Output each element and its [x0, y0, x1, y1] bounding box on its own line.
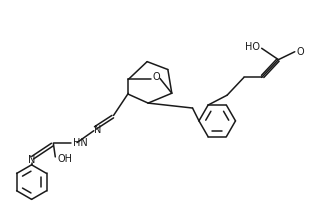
Text: HN: HN: [73, 138, 88, 148]
Text: HO: HO: [245, 42, 260, 52]
Text: O: O: [297, 47, 304, 57]
Text: OH: OH: [57, 154, 72, 164]
Text: O: O: [152, 72, 160, 82]
Text: N: N: [28, 155, 35, 165]
Text: N: N: [94, 125, 102, 135]
